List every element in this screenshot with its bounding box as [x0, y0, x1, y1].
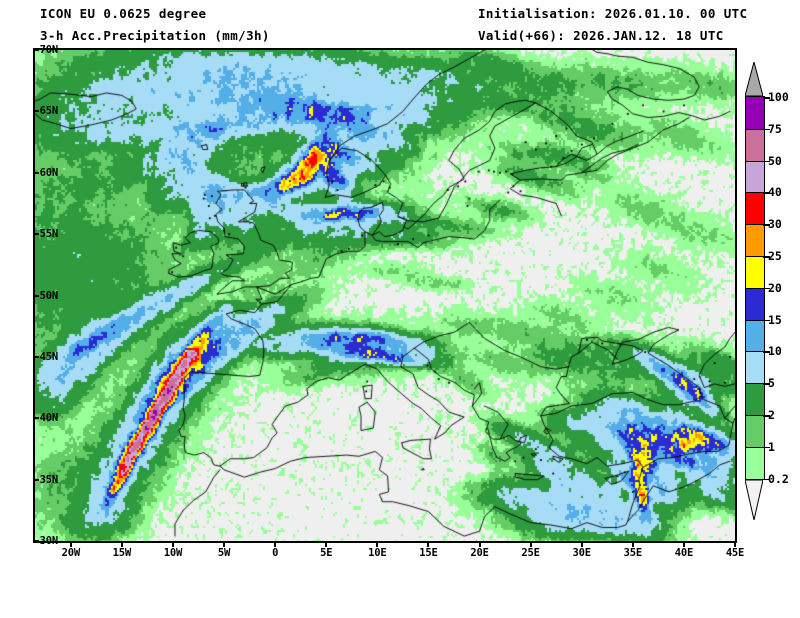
x-axis-tick — [631, 541, 634, 547]
colorbar-label: 40 — [768, 185, 782, 200]
colorbar-tick — [763, 415, 770, 417]
x-axis-tick — [376, 541, 379, 547]
colorbar-tick — [763, 192, 770, 194]
x-axis-label: 25E — [521, 547, 540, 559]
y-axis-label: 65N — [39, 105, 59, 118]
model-title: ICON EU 0.0625 degree — [40, 6, 207, 21]
y-axis-label: 55N — [39, 228, 59, 241]
y-axis-label: 45N — [39, 350, 59, 363]
y-axis-tick — [33, 540, 39, 542]
x-axis-label: 5W — [217, 547, 231, 559]
colorbar-segment — [746, 383, 764, 415]
colorbar-tick — [763, 478, 770, 481]
colorbar-label: 2 — [768, 408, 775, 422]
colorbar-label: 15 — [768, 312, 782, 327]
colorbar-tick — [763, 128, 770, 131]
y-axis-tick — [33, 417, 39, 420]
colorbar-segment — [746, 319, 764, 352]
x-axis-tick — [69, 541, 72, 547]
colorbar-label: 5 — [768, 376, 775, 391]
valid-time: Valid(+66): 2026.JAN.12. 18 UTC — [478, 28, 724, 43]
field-title: 3-h Acc.Precipitation (mm/3h) — [40, 28, 270, 43]
colorbar-label: 1 — [768, 439, 775, 454]
y-axis-label: 35N — [39, 473, 59, 486]
colorbar-segment — [746, 446, 764, 479]
colorbar-label: 100 — [768, 90, 789, 104]
initialisation-time: Initialisation: 2026.01.10. 00 UTC — [478, 6, 748, 21]
x-axis-tick — [274, 541, 277, 547]
x-axis-tick — [682, 541, 685, 547]
y-axis-label: 50N — [39, 289, 59, 302]
x-axis-tick — [734, 541, 736, 547]
y-axis-label: 30N — [39, 535, 59, 547]
colorbar-label: 50 — [768, 153, 782, 168]
colorbar-segment — [746, 224, 764, 256]
x-axis-label: 0 — [272, 547, 279, 559]
x-axis-tick — [223, 541, 226, 547]
y-axis-label: 70N — [39, 44, 59, 56]
x-axis-label: 30E — [572, 547, 592, 559]
colorbar-tick — [763, 287, 770, 290]
y-axis-tick — [33, 171, 39, 174]
y-axis-label: 60N — [39, 166, 59, 179]
y-axis-tick — [33, 110, 39, 113]
y-axis-tick — [33, 355, 39, 358]
x-axis-tick — [427, 541, 430, 547]
x-axis-tick — [478, 541, 481, 547]
colorbar-label: 30 — [768, 217, 782, 232]
colorbar-tick — [763, 319, 770, 322]
colorbar-tick — [763, 97, 770, 99]
y-axis-tick — [33, 233, 39, 236]
colorbar-label: 75 — [768, 121, 782, 136]
colorbar — [745, 96, 765, 480]
x-axis-tick — [529, 541, 532, 547]
x-axis-label: 20E — [470, 547, 489, 559]
colorbar-label: 25 — [768, 249, 782, 263]
x-axis-tick — [171, 541, 174, 547]
colorbar-segment — [746, 128, 764, 161]
x-axis-label: 10E — [368, 547, 387, 559]
colorbar-segment — [746, 160, 764, 193]
y-axis-tick — [33, 478, 39, 481]
x-axis-label: 35E — [623, 547, 643, 559]
colorbar-tick — [763, 160, 770, 163]
colorbar-label: 10 — [768, 344, 782, 359]
colorbar-tick — [763, 383, 770, 385]
colorbar-segment — [746, 287, 764, 320]
map-plot-area — [33, 48, 737, 543]
y-axis-label: 40N — [39, 412, 59, 425]
x-axis-tick — [120, 541, 123, 547]
y-axis-tick — [33, 294, 39, 297]
x-axis-tick — [580, 541, 583, 547]
colorbar-tick — [763, 224, 770, 226]
x-axis-label: 15W — [112, 547, 132, 559]
colorbar-segment — [746, 414, 764, 447]
colorbar-tick — [763, 351, 770, 353]
x-axis-label: 40E — [674, 547, 694, 559]
colorbar-over-arrow — [744, 60, 764, 97]
colorbar-segment — [746, 192, 764, 225]
colorbar-segment — [746, 351, 764, 384]
colorbar-tick — [763, 446, 770, 449]
colorbar-label: 0.2 — [768, 471, 789, 486]
y-axis-tick — [33, 49, 39, 51]
colorbar-label: 20 — [768, 280, 782, 295]
x-axis-label: 15E — [419, 547, 438, 559]
x-axis-tick — [325, 541, 328, 547]
x-axis-label: 5E — [320, 547, 333, 559]
colorbar-segment — [746, 97, 764, 129]
x-axis-label: 20W — [61, 547, 81, 559]
colorbar-tick — [763, 256, 770, 258]
x-axis-label: 10W — [163, 547, 183, 559]
x-axis-label: 45E — [725, 547, 745, 559]
colorbar-segment — [746, 255, 764, 288]
precipitation-map-canvas — [35, 50, 735, 541]
colorbar-under-arrow — [744, 479, 764, 520]
